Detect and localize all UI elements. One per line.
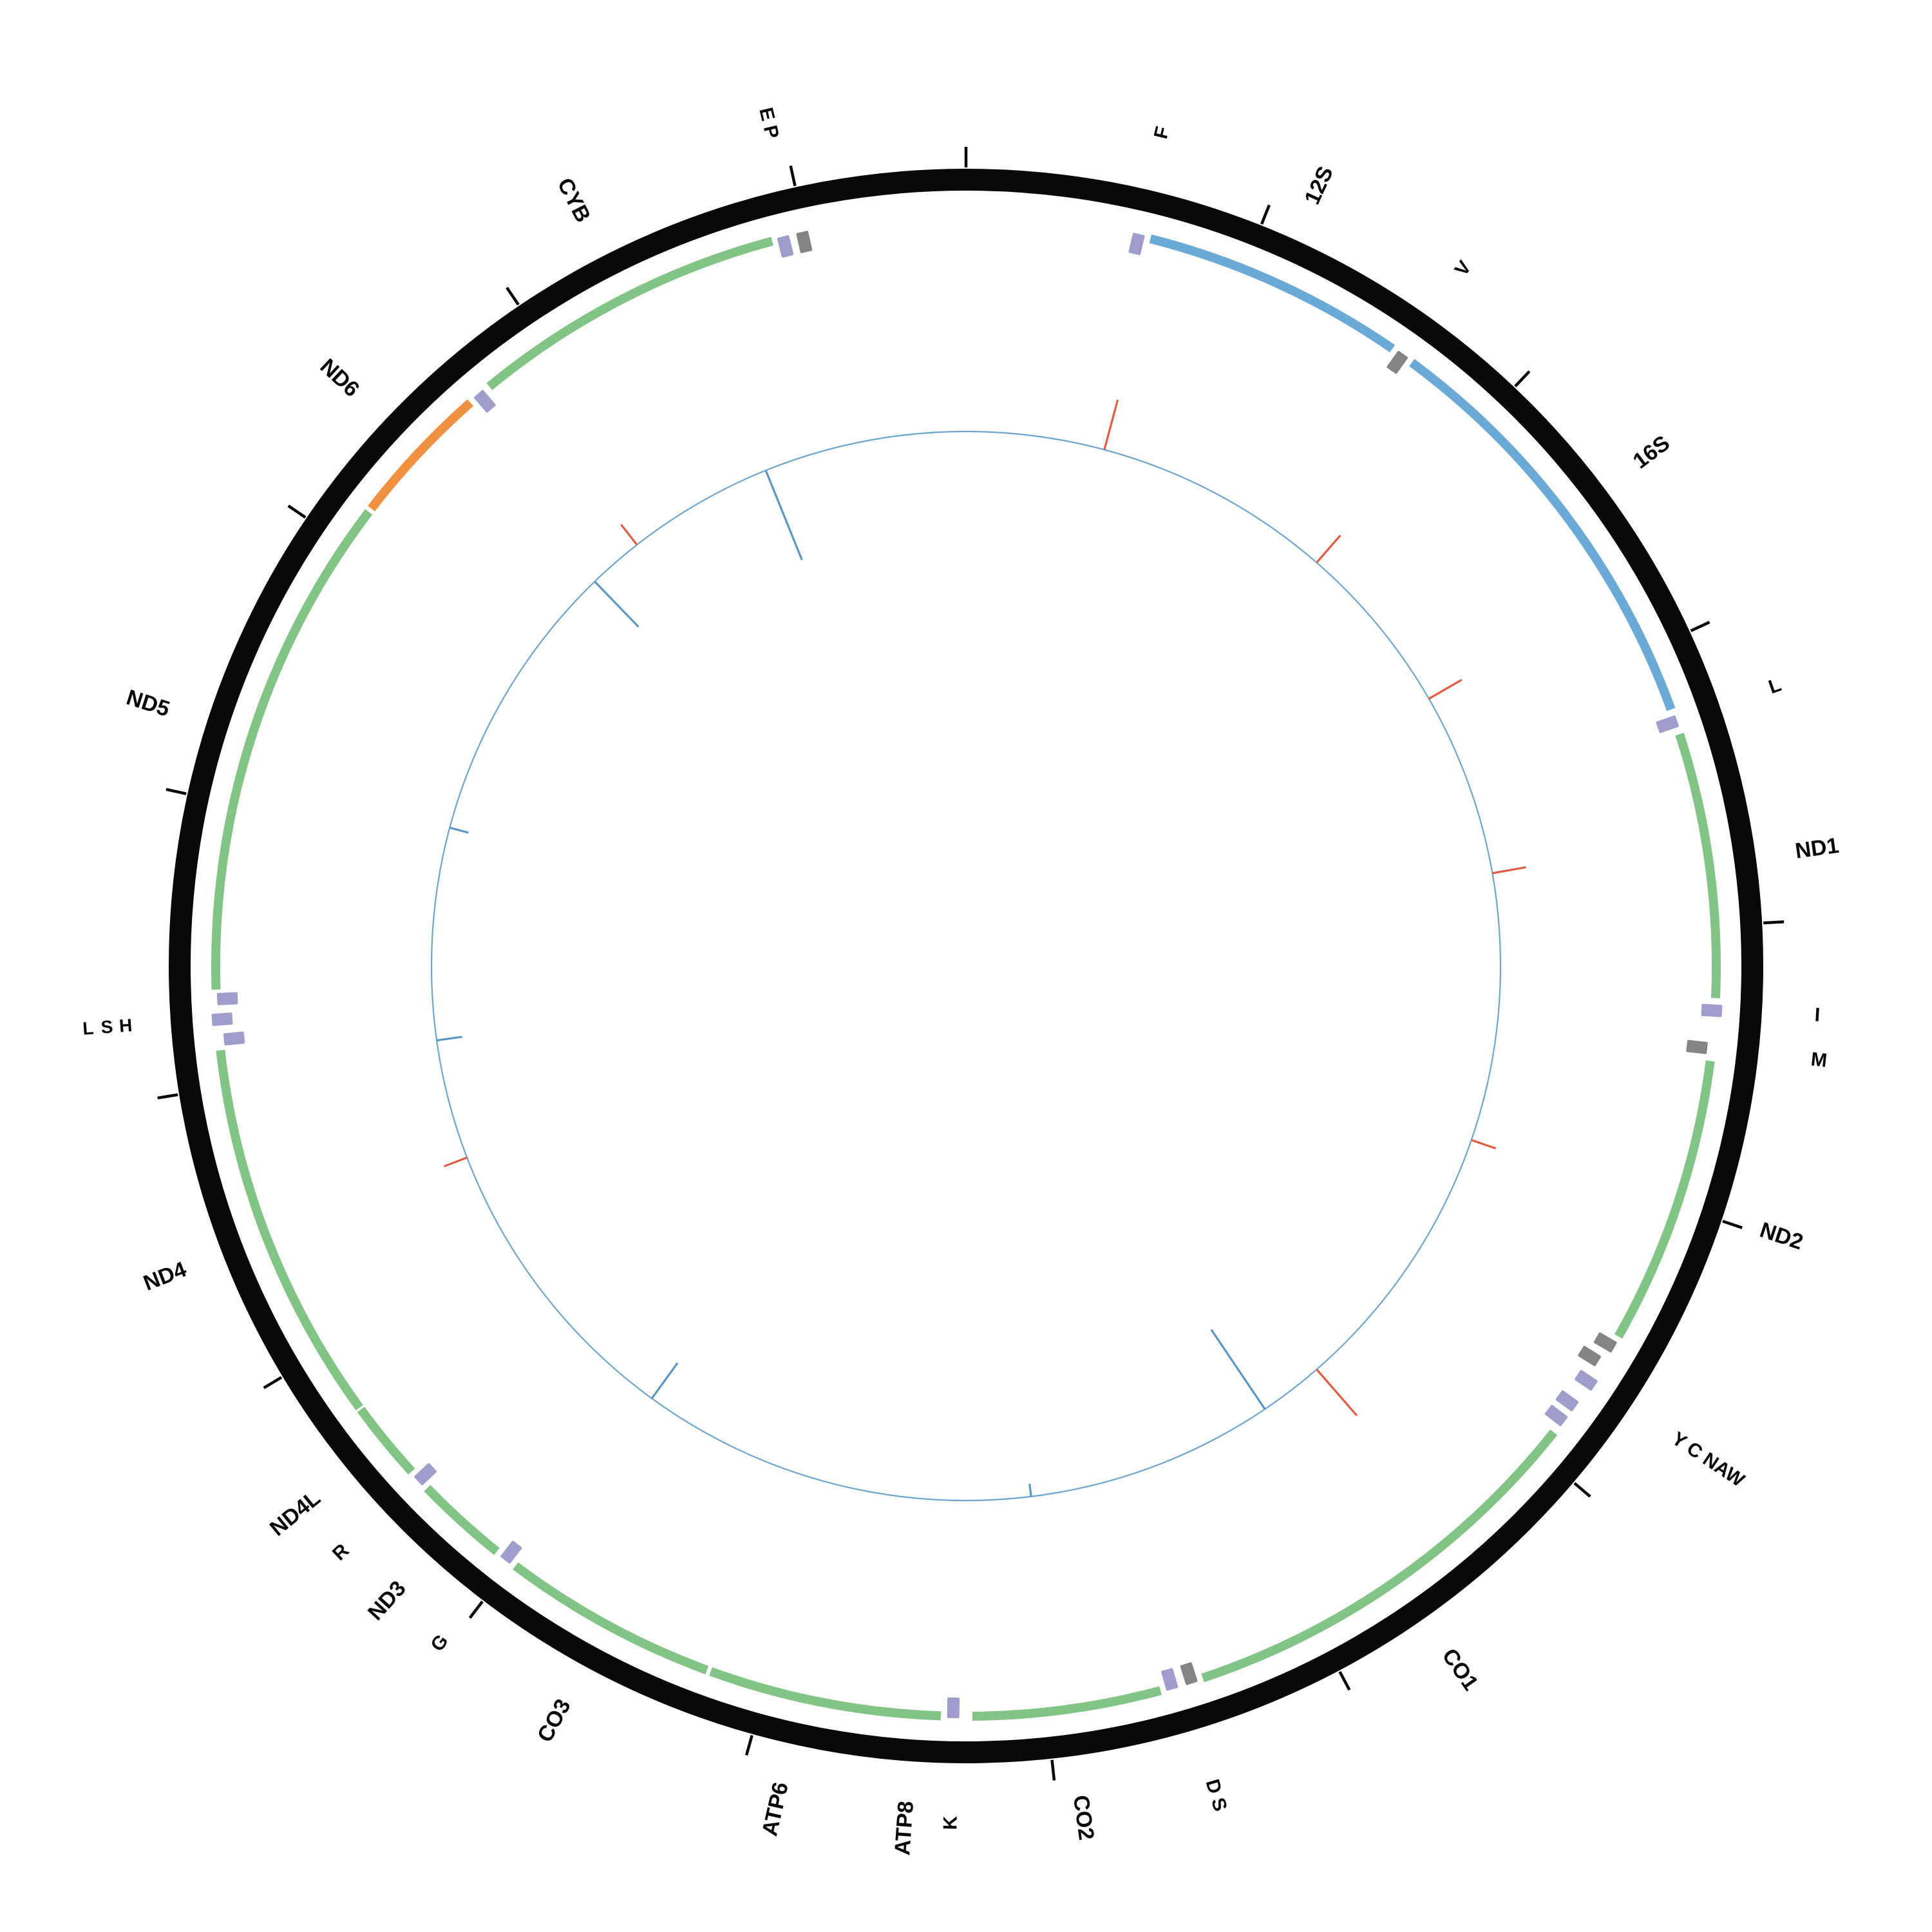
- svg-text:S: S: [100, 1016, 114, 1037]
- svg-text:ATP8: ATP8: [890, 1800, 918, 1856]
- svg-text:L: L: [82, 1018, 94, 1039]
- svg-text:K: K: [940, 1815, 961, 1830]
- svg-text:M: M: [1810, 1048, 1828, 1072]
- svg-text:H: H: [118, 1015, 133, 1036]
